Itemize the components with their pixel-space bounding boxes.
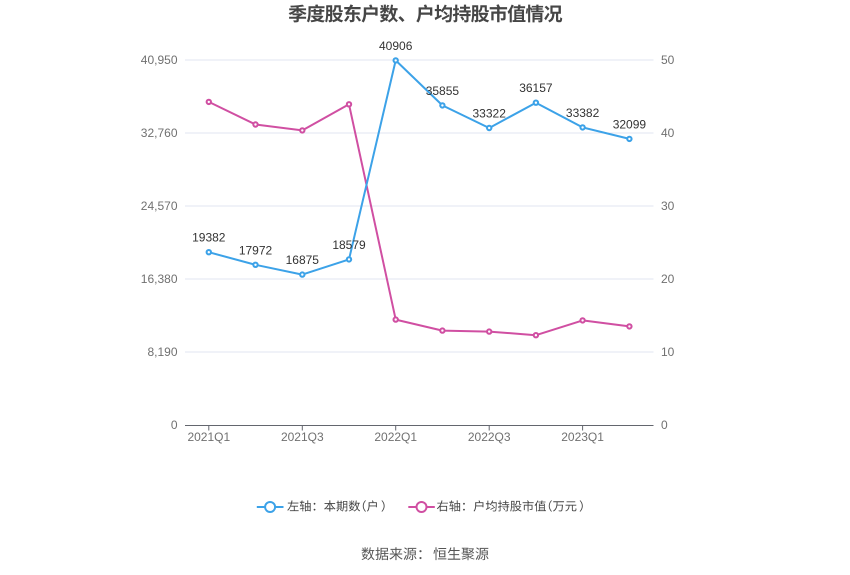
svg-text:0: 0	[171, 418, 178, 432]
svg-text:40906: 40906	[379, 39, 413, 53]
svg-text:8,190: 8,190	[147, 345, 177, 359]
svg-text:0: 0	[661, 418, 668, 432]
svg-text:50: 50	[661, 53, 675, 67]
svg-text:19382: 19382	[192, 231, 226, 245]
svg-text:33322: 33322	[473, 107, 507, 121]
svg-text:16875: 16875	[286, 253, 320, 267]
svg-text:35855: 35855	[426, 84, 460, 98]
svg-text:2021Q1: 2021Q1	[187, 430, 230, 444]
svg-text:20: 20	[661, 272, 675, 286]
svg-text:16,380: 16,380	[141, 272, 178, 286]
svg-text:2022Q1: 2022Q1	[374, 430, 417, 444]
svg-text:40,950: 40,950	[141, 53, 178, 67]
svg-text:33382: 33382	[566, 106, 600, 120]
svg-text:32,760: 32,760	[141, 126, 178, 140]
svg-text:17972: 17972	[239, 243, 273, 257]
svg-text:2022Q3: 2022Q3	[468, 430, 511, 444]
svg-text:2023Q1: 2023Q1	[561, 430, 604, 444]
svg-text:24,570: 24,570	[141, 199, 178, 213]
svg-text:18579: 18579	[332, 238, 366, 252]
svg-text:2021Q3: 2021Q3	[281, 430, 324, 444]
svg-text:30: 30	[661, 199, 675, 213]
svg-text:10: 10	[661, 345, 675, 359]
svg-text:36157: 36157	[519, 81, 553, 95]
svg-text:40: 40	[661, 126, 675, 140]
svg-text:32099: 32099	[613, 117, 647, 131]
